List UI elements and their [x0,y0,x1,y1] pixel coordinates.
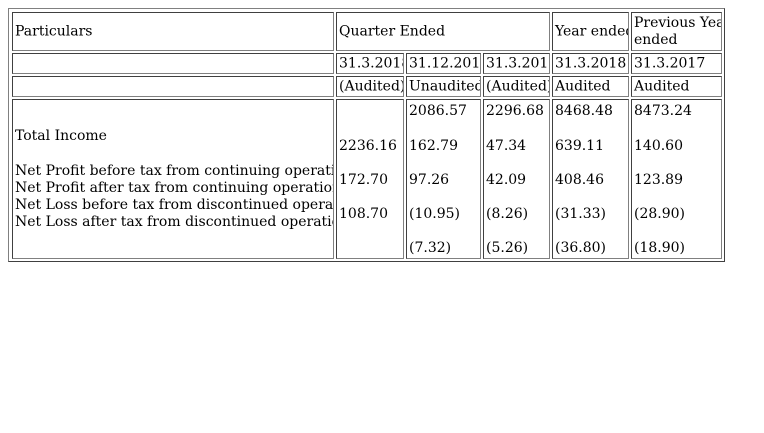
value-row3: 408.46 [555,172,604,188]
audit-status-cell: Unaudited [406,76,481,97]
value-row2: 140.60 [634,138,683,154]
particular-np-before-tax: Net Profit before tax from continuing op… [15,163,334,179]
value-row2: 162.79 [409,138,458,154]
audit-status-value: Audited [555,78,611,94]
header-previous-year-line1: Previous Year [634,14,722,31]
value-row3: 123.89 [634,172,683,188]
data-column: 2086.57 162.79 97.26 (10.95) (7.32) [406,99,481,259]
date-value: 31.12.2017 [409,55,481,71]
date-value: 31.3.2017 [634,55,706,71]
audit-row-blank [12,76,334,97]
value-row5: (36.80) [555,240,607,256]
audit-status-cell: Audited [631,76,722,97]
date-cell: 31.3.2018 [336,53,404,74]
date-cell: 31.12.2017 [406,53,481,74]
header-particulars: Particulars [12,12,334,51]
header-quarter-ended-label: Quarter Ended [339,23,446,39]
value-row5: (7.32) [409,240,452,256]
date-value: 31.3.2018 [555,55,627,71]
header-previous-year-stack: Previous Year ended [634,14,722,49]
value-row3: 42.09 [486,172,527,188]
value-row4: (28.90) [634,206,686,222]
financial-results-table: Particulars Quarter Ended Year ended Pre… [8,8,725,262]
header-quarter-ended: Quarter Ended [336,12,550,51]
value-row2: 639.11 [555,138,604,154]
header-previous-year-line2: ended [634,31,678,48]
data-column: 8468.48 639.11 408.46 (31.33) (36.80) [552,99,629,259]
value-row2: 2236.16 [339,138,397,154]
date-cell: 31.3.2017 [631,53,722,74]
audit-status-cell: (Audited) [336,76,404,97]
value-row4: (8.26) [486,206,529,222]
header-particulars-label: Particulars [15,23,93,39]
value-row3: 97.26 [409,172,450,188]
value-row1: 8473.24 [634,103,692,119]
value-row5: (18.90) [634,240,686,256]
audit-status-value: (Audited) [486,78,550,94]
particular-np-after-tax: Net Profit after tax from continuing ope… [15,180,334,196]
data-column: 8473.24 140.60 123.89 (28.90) (18.90) [631,99,722,259]
value-row1: 2296.68 [486,103,544,119]
particular-nl-after-tax: Net Loss after tax from discontinued ope… [15,214,334,230]
audit-status-value: Audited [634,78,690,94]
header-year-ended-label: Year ended [555,23,629,39]
audit-status-value: (Audited) [339,78,404,94]
data-column: 2296.68 47.34 42.09 (8.26) (5.26) [483,99,550,259]
audit-status-cell: (Audited) [483,76,550,97]
date-cell: 31.3.2017 [483,53,550,74]
data-column: 2236.16 172.70 108.70 [336,99,404,259]
value-row1: 2086.57 [409,103,467,119]
value-row4: 108.70 [339,206,388,222]
header-year-ended: Year ended [552,12,629,51]
particulars-cell: Total Income Net Profit before tax from … [12,99,334,259]
particulars-list: Net Profit before tax from continuing op… [15,163,334,231]
value-row4: (31.33) [555,206,607,222]
header-previous-year-ended: Previous Year ended [631,12,722,51]
audit-status-cell: Audited [552,76,629,97]
particular-nl-before-tax: Net Loss before tax from discontinued op… [15,197,334,213]
value-row5: (5.26) [486,240,529,256]
particular-total-income: Total Income [15,128,107,144]
value-row1: 8468.48 [555,103,613,119]
value-row2: 47.34 [486,138,527,154]
date-cell: 31.3.2018 [552,53,629,74]
dates-row-blank [12,53,334,74]
date-value: 31.3.2018 [339,55,404,71]
value-row4: (10.95) [409,206,461,222]
date-value: 31.3.2017 [486,55,549,71]
audit-status-value: Unaudited [409,78,481,94]
value-row3: 172.70 [339,172,388,188]
